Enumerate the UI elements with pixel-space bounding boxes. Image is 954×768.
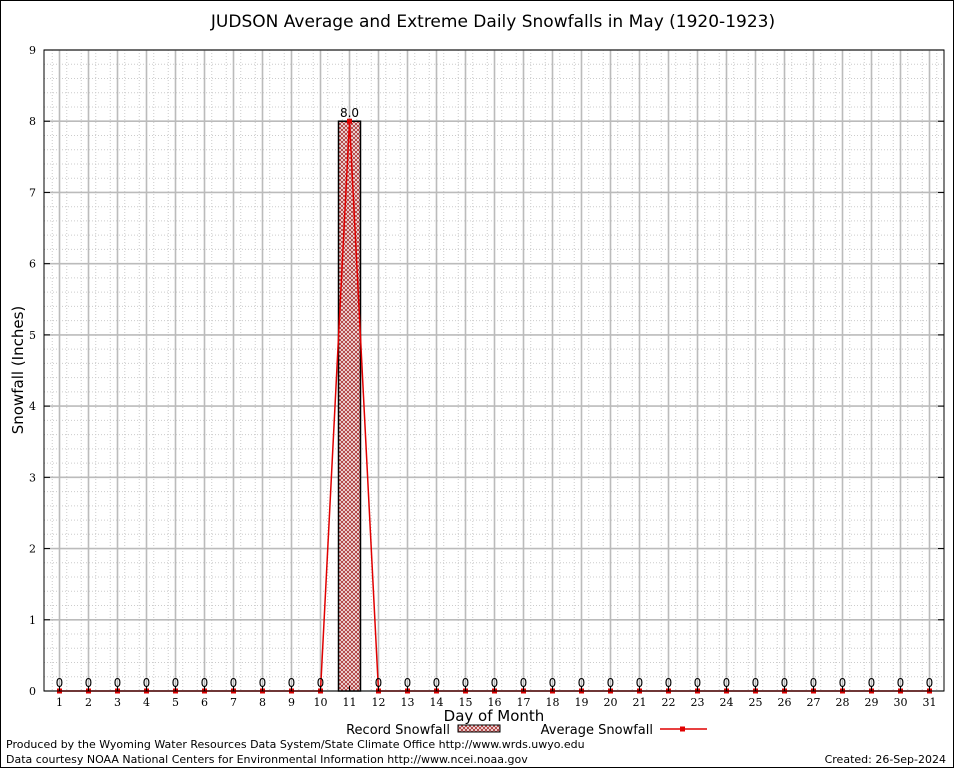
record-bar-day-11	[337, 120, 362, 692]
x-tick-label: 11	[343, 696, 357, 709]
data-labels: 0 0 0 0 0 0 0 0 0 0 8.0 0 0 0 0 0 0 0 0 0 0 0 0 0 0 0 0 0 0 0 0	[56, 106, 934, 690]
footer-producer: Produced by the Wyoming Water Resources …	[6, 738, 585, 751]
x-tick-label: 24	[720, 696, 734, 709]
data-label-day-23: 0	[694, 676, 702, 690]
data-label-day-30: 0	[897, 676, 905, 690]
data-label-day-1: 0	[56, 676, 64, 690]
x-tick-label: 10	[314, 696, 328, 709]
data-label-day-15: 0	[462, 676, 470, 690]
data-label-day-26: 0	[781, 676, 789, 690]
y-tick-label: 3	[29, 471, 36, 484]
y-tick-label: 9	[29, 44, 36, 57]
data-label-day-6: 0	[201, 676, 209, 690]
x-tick-label: 6	[201, 696, 208, 709]
legend-swatch-record	[457, 724, 501, 733]
x-tick-label: 21	[633, 696, 647, 709]
data-label-day-5: 0	[172, 676, 180, 690]
data-label-day-31: 0	[926, 676, 934, 690]
legend-label-record: Record Snowfall	[346, 723, 450, 738]
x-tick-label: 26	[778, 696, 792, 709]
data-label-day-14: 0	[433, 676, 441, 690]
footer-data-source: Data courtesy NOAA National Centers for …	[6, 753, 528, 766]
x-tick-label: 31	[923, 696, 937, 709]
x-tick-label: 9	[288, 696, 295, 709]
x-tick-label: 29	[865, 696, 879, 709]
data-label-day-28: 0	[839, 676, 847, 690]
x-tick-label: 14	[430, 696, 444, 709]
y-tick-label: 4	[29, 400, 36, 413]
y-tick-label: 5	[29, 329, 36, 342]
y-tick-label: 6	[29, 258, 36, 271]
data-label-day-24: 0	[723, 676, 731, 690]
y-tick-label: 1	[29, 614, 36, 627]
data-label-day-10: 0	[317, 676, 325, 690]
y-axis-label: Snowfall (Inches)	[9, 306, 27, 434]
x-tick-label: 4	[143, 696, 150, 709]
data-label-day-17: 0	[520, 676, 528, 690]
data-label-day-22: 0	[665, 676, 673, 690]
x-tick-label: 18	[546, 696, 560, 709]
data-label-day-11: 8.0	[340, 106, 359, 120]
legend-swatch-average-marker	[680, 726, 685, 732]
data-label-day-8: 0	[259, 676, 267, 690]
x-tick-label: 28	[836, 696, 850, 709]
x-tick-label: 17	[517, 696, 531, 709]
data-label-day-27: 0	[810, 676, 818, 690]
y-tick-label: 7	[29, 186, 36, 199]
data-label-day-13: 0	[404, 676, 412, 690]
data-label-day-4: 0	[143, 676, 151, 690]
data-label-day-9: 0	[288, 676, 296, 690]
x-tick-label: 1	[56, 696, 63, 709]
x-tick-label: 8	[259, 696, 266, 709]
plot-grid	[44, 49, 944, 692]
x-tick-label: 2	[85, 696, 92, 709]
legend: Record Snowfall Average Snowfall	[346, 723, 707, 738]
x-tick-label: 16	[488, 696, 502, 709]
x-tick-label: 3	[114, 696, 121, 709]
data-label-day-18: 0	[549, 676, 557, 690]
x-tick-label: 25	[749, 696, 763, 709]
data-label-day-29: 0	[868, 676, 876, 690]
x-tick-label: 30	[894, 696, 908, 709]
data-label-day-16: 0	[491, 676, 499, 690]
data-label-day-20: 0	[607, 676, 615, 690]
data-label-day-25: 0	[752, 676, 760, 690]
x-tick-label: 22	[662, 696, 676, 709]
x-tick-label: 19	[575, 696, 589, 709]
data-label-day-21: 0	[636, 676, 644, 690]
x-tick-label: 27	[807, 696, 821, 709]
data-label-day-2: 0	[85, 676, 93, 690]
x-tick-label: 15	[459, 696, 473, 709]
data-label-day-19: 0	[578, 676, 586, 690]
chart-title: JUDSON Average and Extreme Daily Snowfal…	[210, 12, 775, 32]
x-tick-label: 13	[401, 696, 415, 709]
record-snowfall-bars	[337, 120, 362, 692]
data-label-day-3: 0	[114, 676, 122, 690]
data-label-day-7: 0	[230, 676, 238, 690]
x-tick-label: 23	[691, 696, 705, 709]
y-tick-label: 0	[29, 685, 36, 698]
y-tick-label: 2	[29, 543, 36, 556]
y-tick-label: 8	[29, 115, 36, 128]
data-label-day-12: 0	[375, 676, 383, 690]
x-tick-label: 7	[230, 696, 237, 709]
x-tick-label: 12	[372, 696, 386, 709]
x-tick-label: 20	[604, 696, 618, 709]
x-tick-label: 5	[172, 696, 179, 709]
average-point-day-11	[347, 118, 352, 124]
legend-label-average: Average Snowfall	[541, 723, 653, 738]
footer-created-date: Created: 26-Sep-2024	[824, 753, 946, 766]
x-axis-label: Day of Month	[444, 707, 545, 725]
